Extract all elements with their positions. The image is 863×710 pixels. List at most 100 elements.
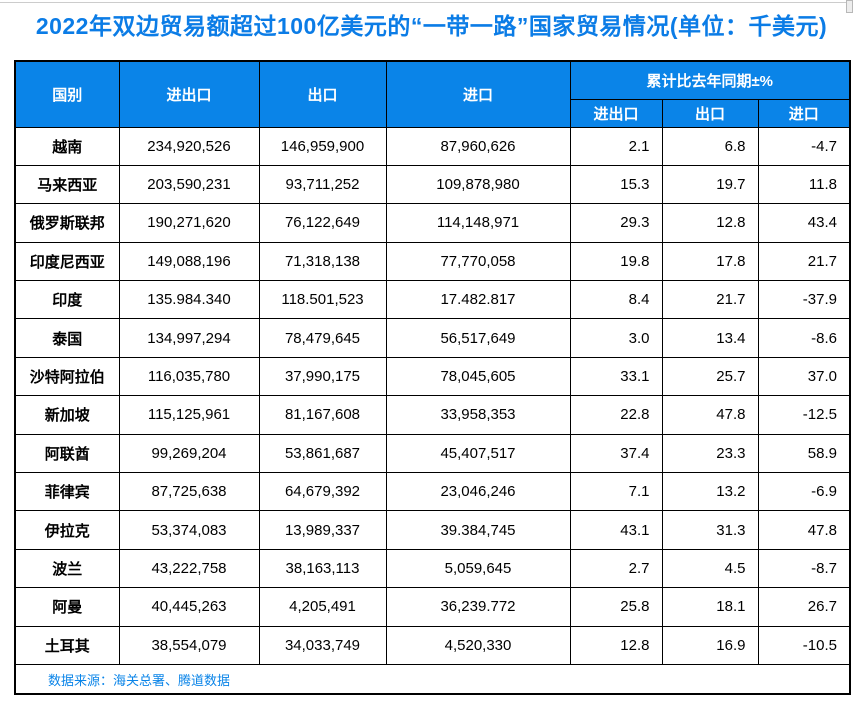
- import-value-cell: 5,059,645: [385, 548, 571, 589]
- yoy-import-export-cell: 8.4: [569, 280, 663, 320]
- export-value-cell: 78,479,645: [258, 318, 387, 358]
- yoy-import-cell: -37.9: [757, 280, 851, 320]
- yoy-import-cell: 26.7: [757, 587, 851, 627]
- import-export-value-cell: 134,997,294: [118, 318, 260, 358]
- yoy-import-export-cell: 12.8: [569, 625, 663, 665]
- yoy-import-export-cell: 29.3: [569, 203, 663, 243]
- yoy-import-cell: 37.0: [757, 356, 851, 397]
- country-cell: 伊拉克: [14, 510, 120, 550]
- yoy-import-export-cell: 2.1: [569, 126, 663, 166]
- yoy-export-cell: 13.2: [661, 472, 759, 512]
- import-value-cell: 23,046,246: [385, 472, 571, 512]
- import-export-value-cell: 40,445,263: [118, 587, 260, 627]
- import-value-cell: 33,958,353: [385, 395, 571, 435]
- export-value-cell: 76,122,649: [258, 203, 387, 243]
- import-export-value-cell: 38,554,079: [118, 625, 260, 665]
- window-edge-line: [0, 2, 849, 3]
- country-cell: 越南: [14, 126, 120, 166]
- footer-row: 数据来源：海关总署、腾道数据: [14, 663, 851, 695]
- country-cell: 菲律宾: [14, 472, 120, 512]
- country-cell: 波兰: [14, 548, 120, 589]
- yoy-import-export-cell: 33.1: [569, 356, 663, 397]
- yoy-import-cell: -4.7: [757, 126, 851, 166]
- export-value-cell: 71,318,138: [258, 241, 387, 282]
- table-footer: 数据来源：海关总署、腾道数据: [14, 663, 851, 695]
- yoy-export-cell: 31.3: [661, 510, 759, 550]
- yoy-import-export-cell: 43.1: [569, 510, 663, 550]
- import-value-cell: 78,045,605: [385, 356, 571, 397]
- yoy-export-cell: 19.7: [661, 164, 759, 205]
- country-cell: 沙特阿拉伯: [14, 356, 120, 397]
- export-value-cell: 93,711,252: [258, 164, 387, 205]
- import-export-value-cell: 203,590,231: [118, 164, 260, 205]
- export-value-cell: 81,167,608: [258, 395, 387, 435]
- scrollbar-stub[interactable]: [846, 0, 853, 13]
- import-export-value-cell: 99,269,204: [118, 433, 260, 474]
- table-row: 阿曼 40,445,263 4,205,491 36,239.772 25.8 18.1 2…: [14, 587, 851, 627]
- source-note: 数据来源：海关总署、腾道数据: [14, 663, 851, 695]
- yoy-import-cell: 58.9: [757, 433, 851, 474]
- export-value-cell: 34,033,749: [258, 625, 387, 665]
- import-export-value-cell: 115,125,961: [118, 395, 260, 435]
- country-cell: 土耳其: [14, 625, 120, 665]
- export-value-cell: 53,861,687: [258, 433, 387, 474]
- export-value-cell: 4,205,491: [258, 587, 387, 627]
- table-row: 新加坡 115,125,961 81,167,608 33,958,353 22.8 47…: [14, 395, 851, 435]
- country-cell: 印度: [14, 280, 120, 320]
- header-yoy-import-export: 进出口: [569, 98, 663, 128]
- yoy-import-export-cell: 15.3: [569, 164, 663, 205]
- header-yoy-export: 出口: [661, 98, 759, 128]
- yoy-import-cell: 43.4: [757, 203, 851, 243]
- yoy-import-cell: -12.5: [757, 395, 851, 435]
- country-cell: 俄罗斯联邦: [14, 203, 120, 243]
- import-export-value-cell: 149,088,196: [118, 241, 260, 282]
- country-cell: 阿曼: [14, 587, 120, 627]
- country-cell: 印度尼西亚: [14, 241, 120, 282]
- export-value-cell: 13,989,337: [258, 510, 387, 550]
- yoy-export-cell: 47.8: [661, 395, 759, 435]
- table-row: 土耳其 38,554,079 34,033,749 4,520,330 12.8 16.9…: [14, 625, 851, 665]
- table-row: 伊拉克 53,374,083 13,989,337 39.384,745 43.1 31.…: [14, 510, 851, 550]
- country-cell: 阿联酋: [14, 433, 120, 474]
- header-country: 国别: [14, 60, 120, 128]
- yoy-export-cell: 23.3: [661, 433, 759, 474]
- header-row-top: 国别 进出口 出口 进口 累计比去年同期±%: [14, 60, 851, 128]
- trade-table: 国别 进出口 出口 进口 累计比去年同期±% 进出口 出口 进口 越南 234,9…: [14, 60, 851, 696]
- yoy-import-cell: -8.6: [757, 318, 851, 358]
- table-row: 波兰 43,222,758 38,163,113 5,059,645 2.7 4.5 -8.…: [14, 548, 851, 589]
- import-export-value-cell: 234,920,526: [118, 126, 260, 166]
- table-row: 菲律宾 87,725,638 64,679,392 23,046,246 7.1 13.2…: [14, 472, 851, 512]
- yoy-import-export-cell: 3.0: [569, 318, 663, 358]
- table-row: 俄罗斯联邦 190,271,620 76,122,649 114,148,971 29.…: [14, 203, 851, 243]
- table-row: 泰国 134,997,294 78,479,645 56,517,649 3.0 13.4…: [14, 318, 851, 358]
- header-yoy-group: 累计比去年同期±%: [569, 60, 851, 100]
- yoy-export-cell: 12.8: [661, 203, 759, 243]
- import-export-value-cell: 190,271,620: [118, 203, 260, 243]
- import-value-cell: 109,878,980: [385, 164, 571, 205]
- yoy-import-export-cell: 7.1: [569, 472, 663, 512]
- yoy-import-export-cell: 2.7: [569, 548, 663, 589]
- yoy-import-export-cell: 37.4: [569, 433, 663, 474]
- yoy-export-cell: 6.8: [661, 126, 759, 166]
- import-value-cell: 77,770,058: [385, 241, 571, 282]
- yoy-import-cell: -10.5: [757, 625, 851, 665]
- table-row: 马来西亚 203,590,231 93,711,252 109,878,980 15.3…: [14, 164, 851, 205]
- import-value-cell: 87,960,626: [385, 126, 571, 166]
- import-value-cell: 4,520,330: [385, 625, 571, 665]
- table-body: 越南 234,920,526 146,959,900 87,960,626 2.1 6.8…: [14, 126, 851, 665]
- export-value-cell: 64,679,392: [258, 472, 387, 512]
- export-value-cell: 118.501,523: [258, 280, 387, 320]
- yoy-export-cell: 16.9: [661, 625, 759, 665]
- yoy-import-export-cell: 25.8: [569, 587, 663, 627]
- table-row: 阿联酋 99,269,204 53,861,687 45,407,517 37.4 23.…: [14, 433, 851, 474]
- import-export-value-cell: 87,725,638: [118, 472, 260, 512]
- import-value-cell: 36,239.772: [385, 587, 571, 627]
- table-row: 越南 234,920,526 146,959,900 87,960,626 2.1 6.8…: [14, 126, 851, 166]
- yoy-export-cell: 13.4: [661, 318, 759, 358]
- import-value-cell: 45,407,517: [385, 433, 571, 474]
- import-value-cell: 17.482.817: [385, 280, 571, 320]
- import-export-value-cell: 116,035,780: [118, 356, 260, 397]
- import-value-cell: 39.384,745: [385, 510, 571, 550]
- table-row: 印度 135.984.340 118.501,523 17.482.817 8.4 21.…: [14, 280, 851, 320]
